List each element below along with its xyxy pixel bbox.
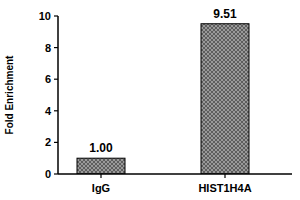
- x-tick-label: HIST1H4A: [198, 182, 251, 194]
- data-label: 1.00: [89, 141, 113, 155]
- y-tick: [54, 110, 58, 111]
- bar: [201, 24, 249, 174]
- y-tick-label: 8: [45, 42, 51, 54]
- y-tick: [54, 47, 58, 48]
- y-tick-label: 0: [45, 168, 51, 180]
- y-tick-label: 4: [45, 105, 52, 117]
- x-tick: [100, 174, 101, 178]
- y-axis: [57, 16, 59, 174]
- y-axis-label: Fold Enrichment: [4, 55, 15, 135]
- bars: [77, 24, 249, 174]
- y-tick-label: 6: [45, 73, 51, 85]
- y-tick-label: 10: [39, 10, 51, 22]
- chart: 0 2 4 6 8 10 IgG HIST1H4A 1.00 9.51 Fold Enrichmen…: [0, 0, 300, 200]
- x-tick: [224, 174, 225, 178]
- bar: [77, 158, 125, 174]
- y-tick: [54, 142, 58, 143]
- x-axis: [58, 173, 292, 175]
- y-tick-label: 2: [45, 136, 51, 148]
- data-label: 9.51: [213, 7, 237, 21]
- y-tick: [54, 15, 58, 16]
- y-tick: [54, 79, 58, 80]
- y-tick: [54, 173, 58, 174]
- x-tick-label: IgG: [92, 182, 110, 194]
